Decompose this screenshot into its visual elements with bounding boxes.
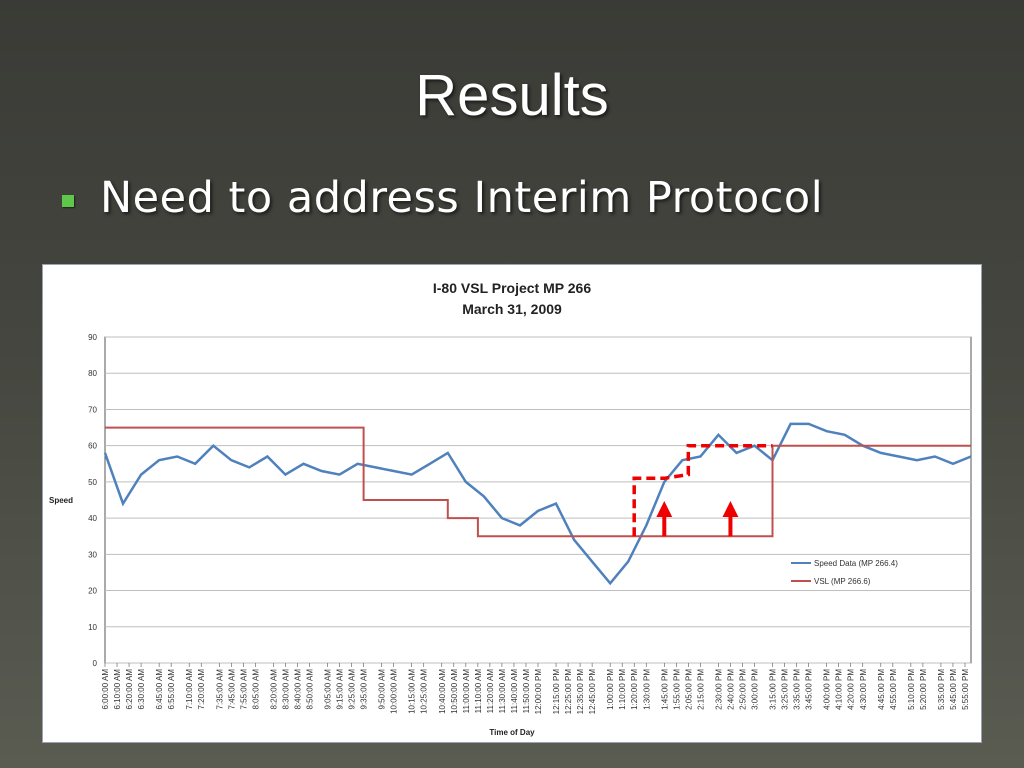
y-tick-label: 30 — [88, 550, 97, 559]
x-tick-label: 3:00:00 PM — [751, 669, 760, 710]
x-tick-label: 10:40:00 AM — [438, 669, 447, 714]
x-tick-label: 10:25:00 AM — [420, 669, 429, 714]
x-tick-label: 1:10:00 PM — [618, 669, 627, 710]
x-tick-label: 1:00:00 PM — [606, 669, 615, 710]
legend-label-vsl: VSL (MP 266.6) — [814, 577, 871, 586]
x-tick-label: 9:35:00 AM — [360, 669, 369, 710]
x-tick-label: 4:45:00 PM — [877, 669, 886, 710]
x-tick-label: 6:20:00 AM — [125, 669, 134, 710]
x-tick-label: 7:35:00 AM — [215, 669, 224, 710]
interim-protocol-dashed-line — [632, 443, 773, 537]
bullet-item: Need to address Interim Protocol — [62, 170, 823, 226]
x-axis-label: Time of Day — [489, 728, 535, 737]
x-tick-label: 10:00:00 AM — [390, 669, 399, 714]
x-tick-label: 4:55:00 PM — [889, 669, 898, 710]
y-tick-label: 10 — [88, 623, 97, 632]
x-tick-label: 1:30:00 PM — [642, 669, 651, 710]
x-tick-label: 3:15:00 PM — [769, 669, 778, 710]
annotation-arrows — [656, 501, 739, 537]
y-tick-label: 60 — [88, 442, 97, 451]
x-tick-label: 4:30:00 PM — [859, 669, 868, 710]
chart-title: I-80 VSL Project MP 266 — [433, 280, 591, 296]
x-tick-label: 8:05:00 AM — [251, 669, 260, 710]
x-tick-label: 8:40:00 AM — [293, 669, 302, 710]
chart-frame[interactable]: I-80 VSL Project MP 266 March 31, 2009 0… — [42, 264, 982, 743]
x-tick-label: 6:45:00 AM — [155, 669, 164, 710]
x-tick-label: 4:00:00 PM — [823, 669, 832, 710]
x-tick-label: 5:20:00 PM — [919, 669, 928, 710]
x-tick-label: 11:20:00 AM — [486, 669, 495, 714]
y-tick-label: 40 — [88, 514, 97, 523]
x-tick-label: 12:45:00 PM — [588, 669, 597, 715]
x-tick-label: 9:50:00 AM — [378, 669, 387, 710]
x-tick-label: 3:35:00 PM — [793, 669, 802, 710]
x-tick-label: 5:45:00 PM — [949, 669, 958, 710]
x-tick-label: 12:25:00 PM — [564, 669, 573, 715]
x-tick-label: 8:20:00 AM — [269, 669, 278, 710]
x-tick-label: 8:30:00 AM — [281, 669, 290, 710]
x-tick-label: 4:10:00 PM — [835, 669, 844, 710]
x-tick-label: 7:10:00 AM — [185, 669, 194, 710]
x-tick-label: 12:00:00 PM — [534, 669, 543, 715]
x-tick-label: 2:40:00 PM — [726, 669, 735, 710]
y-tick-label: 90 — [88, 333, 97, 342]
y-tick-label: 0 — [93, 659, 98, 668]
x-tick-label: 9:05:00 AM — [324, 669, 333, 710]
x-tick-label: 9:25:00 AM — [348, 669, 357, 710]
x-tick-label: 3:45:00 PM — [805, 669, 814, 710]
x-tick-label: 2:30:00 PM — [714, 669, 723, 710]
x-tick-label: 2:05:00 PM — [684, 669, 693, 710]
x-tick-label: 12:35:00 PM — [576, 669, 585, 715]
x-tick-label: 2:50:00 PM — [738, 669, 747, 710]
y-tick-label: 20 — [88, 587, 97, 596]
x-tick-label: 7:45:00 AM — [227, 669, 236, 710]
x-axis-ticks: 6:00:00 AM 6:10:00 AM 6:20:00 AM 6:30:00 AM… — [101, 663, 970, 714]
y-axis-label: Speed — [49, 496, 73, 505]
x-tick-label: 10:50:00 AM — [450, 669, 459, 714]
x-tick-label: 1:20:00 PM — [630, 669, 639, 710]
series-vsl-line — [105, 426, 971, 538]
x-tick-label: 5:55:00 PM — [961, 669, 970, 710]
bullet-text: Need to address Interim Protocol — [100, 173, 824, 223]
x-tick-label: 10:15:00 AM — [408, 669, 417, 714]
x-tick-label: 9:15:00 AM — [336, 669, 345, 710]
plot-area — [104, 336, 972, 664]
x-tick-label: 6:30:00 AM — [137, 669, 146, 710]
y-tick-label: 80 — [88, 369, 97, 378]
chart-subtitle: March 31, 2009 — [462, 301, 562, 317]
x-tick-label: 5:10:00 PM — [907, 669, 916, 710]
gridlines — [105, 336, 971, 664]
speed-chart: I-80 VSL Project MP 266 March 31, 2009 0… — [49, 280, 972, 737]
y-tick-label: 50 — [88, 478, 97, 487]
x-tick-label: 2:15:00 PM — [696, 669, 705, 710]
x-tick-label: 11:50:00 AM — [522, 669, 531, 714]
x-tick-label: 1:45:00 PM — [660, 669, 669, 710]
x-tick-label: 6:00:00 AM — [101, 669, 110, 710]
x-tick-label: 11:30:00 AM — [498, 669, 507, 714]
x-tick-label: 11:00:00 AM — [462, 669, 471, 714]
y-tick-label: 70 — [88, 405, 97, 414]
x-tick-label: 8:50:00 AM — [305, 669, 314, 710]
y-axis-ticks: 0 10 20 30 40 50 60 70 80 90 — [88, 333, 97, 668]
x-tick-label: 3:25:00 PM — [781, 669, 790, 710]
slide-title: Results — [415, 63, 609, 128]
x-tick-label: 11:10:00 AM — [474, 669, 483, 714]
legend-label-speed: Speed Data (MP 266.4) — [814, 559, 898, 568]
x-tick-label: 11:40:00 AM — [510, 669, 519, 714]
x-tick-label: 6:55:00 AM — [167, 669, 176, 710]
x-tick-label: 4:20:00 PM — [847, 669, 856, 710]
x-tick-label: 1:55:00 PM — [672, 669, 681, 710]
legend: Speed Data (MP 266.4) VSL (MP 266.6) — [791, 559, 898, 586]
x-tick-label: 7:20:00 AM — [197, 669, 206, 710]
x-tick-label: 7:55:00 AM — [239, 669, 248, 710]
x-tick-label: 12:15:00 PM — [552, 669, 561, 715]
square-bullet-icon — [62, 195, 74, 207]
x-tick-label: 5:35:00 PM — [937, 669, 946, 710]
x-tick-label: 6:10:00 AM — [113, 669, 122, 710]
series-speed-line — [103, 422, 972, 586]
